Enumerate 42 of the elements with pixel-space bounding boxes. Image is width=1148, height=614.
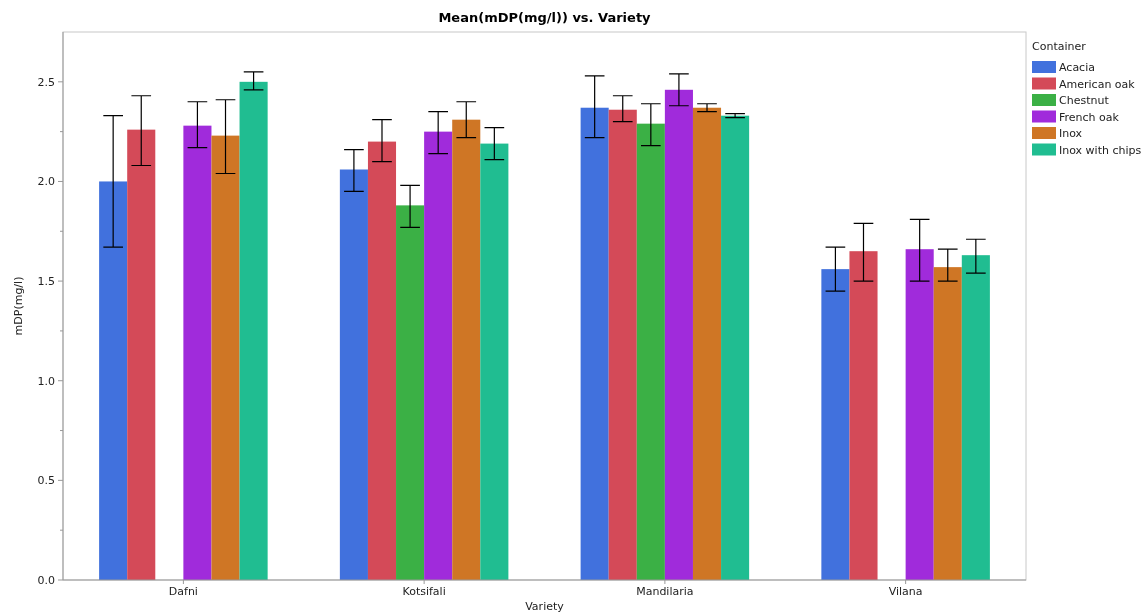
legend-label: Chestnut <box>1059 94 1110 107</box>
bar <box>692 107 722 580</box>
bar <box>905 249 934 580</box>
bar <box>664 89 693 580</box>
y-tick-label: 0.5 <box>37 474 55 488</box>
legend-label: American oak <box>1059 77 1136 91</box>
legend-label: Inox with chips <box>1059 143 1142 157</box>
x-tick-label: Kotsifali <box>402 585 446 598</box>
bar <box>211 135 240 580</box>
bar <box>608 109 637 580</box>
x-tick-label: Mandilaria <box>636 585 694 598</box>
legend-label: French oak <box>1059 110 1120 124</box>
bar <box>961 255 990 580</box>
bar <box>580 107 609 580</box>
legend-label: Inox <box>1059 127 1083 140</box>
bar <box>424 131 453 580</box>
legend-label: Acacia <box>1059 61 1095 74</box>
bar <box>127 129 156 580</box>
bar <box>480 143 509 580</box>
x-axis-title: Variety <box>525 600 565 613</box>
x-tick-label: Dafni <box>168 585 198 598</box>
bar <box>99 181 128 580</box>
legend-title: Container <box>1032 40 1087 53</box>
bar <box>367 141 397 580</box>
x-tick-label: Vilana <box>888 585 923 598</box>
y-tick-label: 0.0 <box>37 573 55 587</box>
bar <box>636 123 665 580</box>
bar <box>849 251 878 580</box>
bar <box>339 169 368 580</box>
bar <box>821 269 850 580</box>
bar <box>452 119 481 580</box>
bar <box>396 205 425 580</box>
bar <box>239 81 268 580</box>
y-tick-label: 1.0 <box>37 374 55 388</box>
y-axis-title: mDP(mg/l) <box>12 276 25 336</box>
y-tick-label: 1.5 <box>37 274 55 288</box>
y-tick-label: 2.5 <box>37 75 55 89</box>
y-tick-label: 2.0 <box>37 175 55 189</box>
chart-title: Mean(mDP(mg/l)) vs. Variety <box>438 10 652 25</box>
bar <box>933 267 962 580</box>
bar <box>721 115 750 580</box>
bar <box>183 125 212 580</box>
